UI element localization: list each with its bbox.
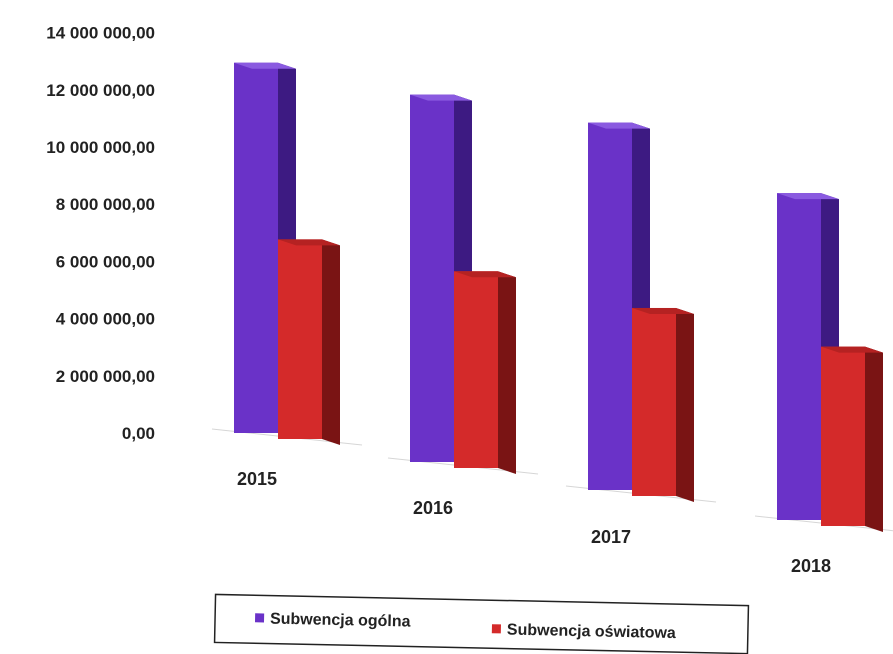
bar-subwencja-oswiatowa-2016 [454, 271, 516, 474]
bar-front [410, 94, 454, 462]
y-axis-ticks: 0,00 2 000 000,00 4 000 000,00 6 000 000,00… [46, 24, 155, 443]
y-tick-label: 8 000 000,00 [56, 195, 155, 214]
bars [234, 62, 883, 532]
x-tick-label-2015: 2015 [237, 469, 277, 489]
bar-top [588, 122, 650, 129]
x-tick-label-2018: 2018 [791, 556, 831, 576]
bar-front [278, 239, 322, 439]
x-tick-label-2016: 2016 [413, 498, 453, 518]
bar-front [777, 193, 821, 520]
bar-front [632, 307, 676, 496]
legend: Subwencja ogólna Subwencja oświatowa [213, 593, 750, 654]
legend-label-subwencja-oswiatowa: Subwencja oświatowa [507, 622, 676, 643]
bar-top [777, 193, 839, 200]
bar-side [865, 346, 883, 532]
legend-box [213, 593, 750, 654]
y-tick-label: 2 000 000,00 [56, 367, 155, 386]
bar-front [821, 346, 865, 526]
bar-side [498, 271, 516, 474]
bar-front [588, 122, 632, 490]
x-tick-label-2017: 2017 [591, 527, 631, 547]
y-tick-label: 6 000 000,00 [56, 252, 155, 271]
bar-top [454, 271, 516, 278]
legend-swatch-subwencja-oswiatowa [491, 624, 501, 634]
x-axis-labels: 2015 2016 2017 2018 [237, 469, 831, 576]
bar-subwencja-oswiatowa-2015 [278, 239, 340, 445]
y-tick-label: 14 000 000,00 [46, 24, 155, 43]
y-tick-label: 4 000 000,00 [56, 310, 155, 329]
bar-side [676, 307, 694, 502]
bar-subwencja-oswiatowa-2017 [632, 307, 694, 502]
bar-side [322, 239, 340, 445]
bar-top [278, 239, 340, 246]
y-tick-label: 12 000 000,00 [46, 81, 155, 100]
bar-front [454, 271, 498, 468]
bar-top [821, 346, 883, 353]
y-tick-label: 10 000 000,00 [46, 138, 155, 157]
bar-front [234, 62, 278, 433]
legend-label-subwencja-ogolna: Subwencja ogólna [270, 611, 411, 631]
bar-top [632, 307, 694, 314]
bar-subwencja-oswiatowa-2018 [821, 346, 883, 532]
bar-top [234, 62, 296, 69]
y-tick-label: 0,00 [122, 424, 155, 443]
legend-swatch-subwencja-ogolna [254, 613, 265, 623]
bar-top [410, 94, 472, 101]
